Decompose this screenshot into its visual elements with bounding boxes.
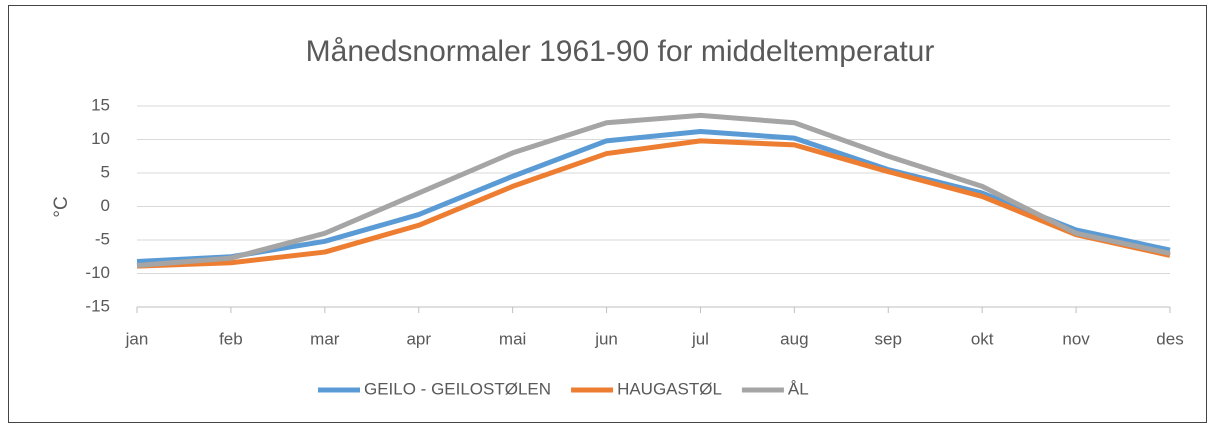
x-tick-label: nov [1062, 329, 1090, 348]
y-tick-label: -15 [85, 296, 110, 315]
x-tick-label: sep [875, 329, 902, 348]
x-tick-label: des [1156, 329, 1183, 348]
series-line [136, 128, 1171, 264]
x-tick-label: apr [406, 329, 431, 348]
y-tick-label: 15 [91, 95, 110, 114]
y-tick-label: 5 [101, 162, 110, 181]
legend-label: GEILO - GEILOSTØLEN [364, 379, 551, 398]
y-tick-label: 0 [101, 196, 110, 215]
legend-label: ÅL [788, 379, 809, 398]
chart-frame [8, 5, 1207, 423]
x-tick-label: mar [310, 329, 340, 348]
y-tick-label: -5 [95, 229, 110, 248]
y-axis-label: °C [51, 196, 72, 217]
x-tick-label: okt [971, 329, 994, 348]
x-tick-label: jun [594, 329, 618, 348]
series-line [136, 138, 1171, 269]
x-tick-label: jul [691, 329, 709, 348]
chart-title: Månedsnormaler 1961-90 for middeltempera… [306, 35, 935, 68]
x-tick-label: aug [780, 329, 808, 348]
x-tick-label: mai [499, 329, 526, 348]
series-line [136, 112, 1171, 268]
x-tick-label: feb [219, 329, 243, 348]
y-tick-label: 10 [91, 129, 110, 148]
legend-label: HAUGASTØL [617, 379, 722, 398]
x-tick-label: jan [125, 329, 149, 348]
y-tick-label: -10 [85, 263, 110, 282]
